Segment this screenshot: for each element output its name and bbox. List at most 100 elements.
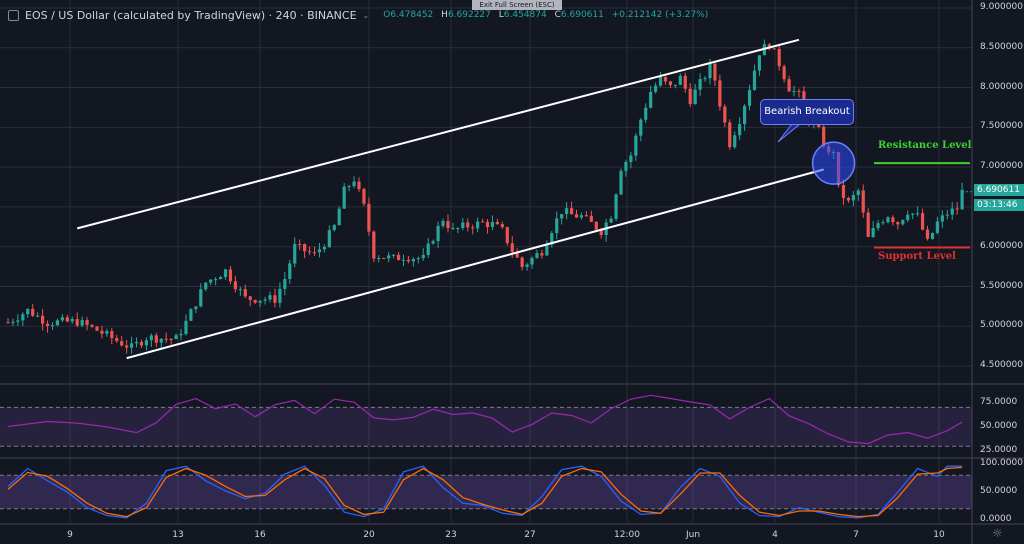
candle-body — [174, 335, 178, 340]
candle-body — [322, 247, 326, 250]
settings-icon[interactable] — [8, 9, 19, 21]
candle-body — [495, 222, 500, 225]
candle-body — [723, 106, 727, 123]
candle-body — [560, 214, 564, 219]
candle-body — [189, 309, 193, 321]
x-tick-label: 27 — [524, 530, 536, 540]
candle-body — [555, 218, 559, 234]
exit-fullscreen-button[interactable]: Exit Full Screen (ESC) — [472, 0, 562, 10]
rsi-tick-label: 75.0000 — [980, 396, 1018, 407]
x-tick-label: 13 — [172, 530, 184, 540]
candle-body — [317, 249, 322, 253]
candle-body — [154, 335, 158, 343]
candle-body — [421, 254, 425, 259]
candle-body — [471, 227, 475, 229]
stoch-tick-label: 50.0000 — [980, 486, 1018, 496]
candle-body — [510, 243, 514, 253]
candle-body — [703, 78, 707, 80]
candle-body — [822, 126, 826, 147]
candle-body — [945, 214, 949, 216]
candle-body — [36, 315, 40, 317]
candle-body — [920, 213, 925, 230]
candle-body — [218, 277, 223, 280]
candle-body — [540, 253, 544, 256]
rsi-tick-label: 25.0000 — [980, 445, 1018, 456]
bearish-breakout-callout[interactable]: Bearish Breakout — [760, 99, 854, 125]
candle-body — [634, 135, 638, 156]
y-tick-label: 5.000000 — [980, 320, 1023, 331]
candle-body — [584, 215, 588, 217]
candle-body — [169, 338, 173, 340]
candle-body — [144, 340, 149, 346]
candle-body — [678, 75, 682, 85]
candle-body — [6, 322, 10, 324]
candle-body — [456, 227, 460, 229]
chevron-down-icon[interactable]: ⌄ — [362, 10, 370, 20]
resistance-level-label[interactable]: Resistance Level — [878, 140, 972, 151]
candle-body — [911, 213, 915, 215]
candle-body — [70, 319, 74, 322]
candle-body — [268, 295, 272, 300]
candle-body — [426, 243, 430, 255]
candle-body — [288, 263, 292, 279]
candle-body — [342, 186, 346, 209]
candle-body — [683, 75, 687, 89]
candle-body — [337, 208, 341, 226]
candle-body — [100, 330, 104, 334]
candle-body — [372, 231, 376, 259]
candle-body — [243, 289, 247, 297]
candle-body — [673, 84, 677, 86]
candle-body — [184, 320, 188, 334]
channel-lower-line — [126, 168, 824, 360]
candle-body — [668, 81, 673, 86]
candle-body — [639, 119, 643, 136]
candle-body — [881, 222, 885, 224]
stoch-tick-label: 100.0000 — [980, 458, 1023, 468]
candle-body — [105, 331, 109, 334]
candle-body — [387, 255, 391, 259]
candle-body — [896, 222, 900, 225]
candle-body — [594, 221, 598, 230]
candle-body — [50, 325, 55, 327]
candle-body — [416, 258, 420, 260]
candle-body — [688, 88, 692, 105]
y-tick-label: 7.500000 — [980, 121, 1023, 132]
candle-body — [377, 258, 381, 260]
candle-body — [955, 208, 959, 210]
candle-body — [120, 341, 124, 346]
x-tick-label: 7 — [853, 530, 859, 540]
candle-body — [233, 281, 238, 290]
candle-body — [752, 70, 757, 91]
symbol-title[interactable]: EOS / US Dollar (calculated by TradingVi… — [25, 8, 357, 22]
candle-body — [248, 296, 252, 300]
breakout-highlight-circle — [811, 141, 856, 185]
candle-body — [935, 221, 939, 233]
candle-body — [574, 214, 579, 218]
candle-body — [866, 212, 870, 237]
x-tick-label: 16 — [254, 530, 266, 540]
x-tick-label: 4 — [772, 530, 778, 540]
y-tick-label: 8.000000 — [980, 81, 1023, 92]
support-level-label[interactable]: Support Level — [878, 251, 956, 262]
candle-body — [441, 220, 445, 226]
candle-body — [792, 90, 796, 92]
candle-body — [693, 89, 697, 105]
bar-countdown-tag: 03:13:46 — [974, 199, 1024, 211]
chart-legend: EOS / US Dollar (calculated by TradingVi… — [8, 8, 708, 22]
candle-body — [787, 79, 791, 92]
candle-body — [209, 279, 213, 283]
x-tick-label: 23 — [445, 530, 457, 540]
candle-body — [846, 197, 851, 201]
candle-body — [327, 230, 331, 248]
candle-body — [545, 244, 549, 256]
candle-body — [362, 189, 366, 204]
candle-body — [718, 80, 722, 107]
high-value: 6.692227 — [447, 10, 491, 20]
candle-body — [733, 135, 737, 148]
candle-body — [777, 48, 781, 67]
candle-body — [906, 214, 910, 220]
candle-body — [352, 181, 356, 187]
settings-gear-icon[interactable]: ☼ — [992, 526, 1003, 540]
